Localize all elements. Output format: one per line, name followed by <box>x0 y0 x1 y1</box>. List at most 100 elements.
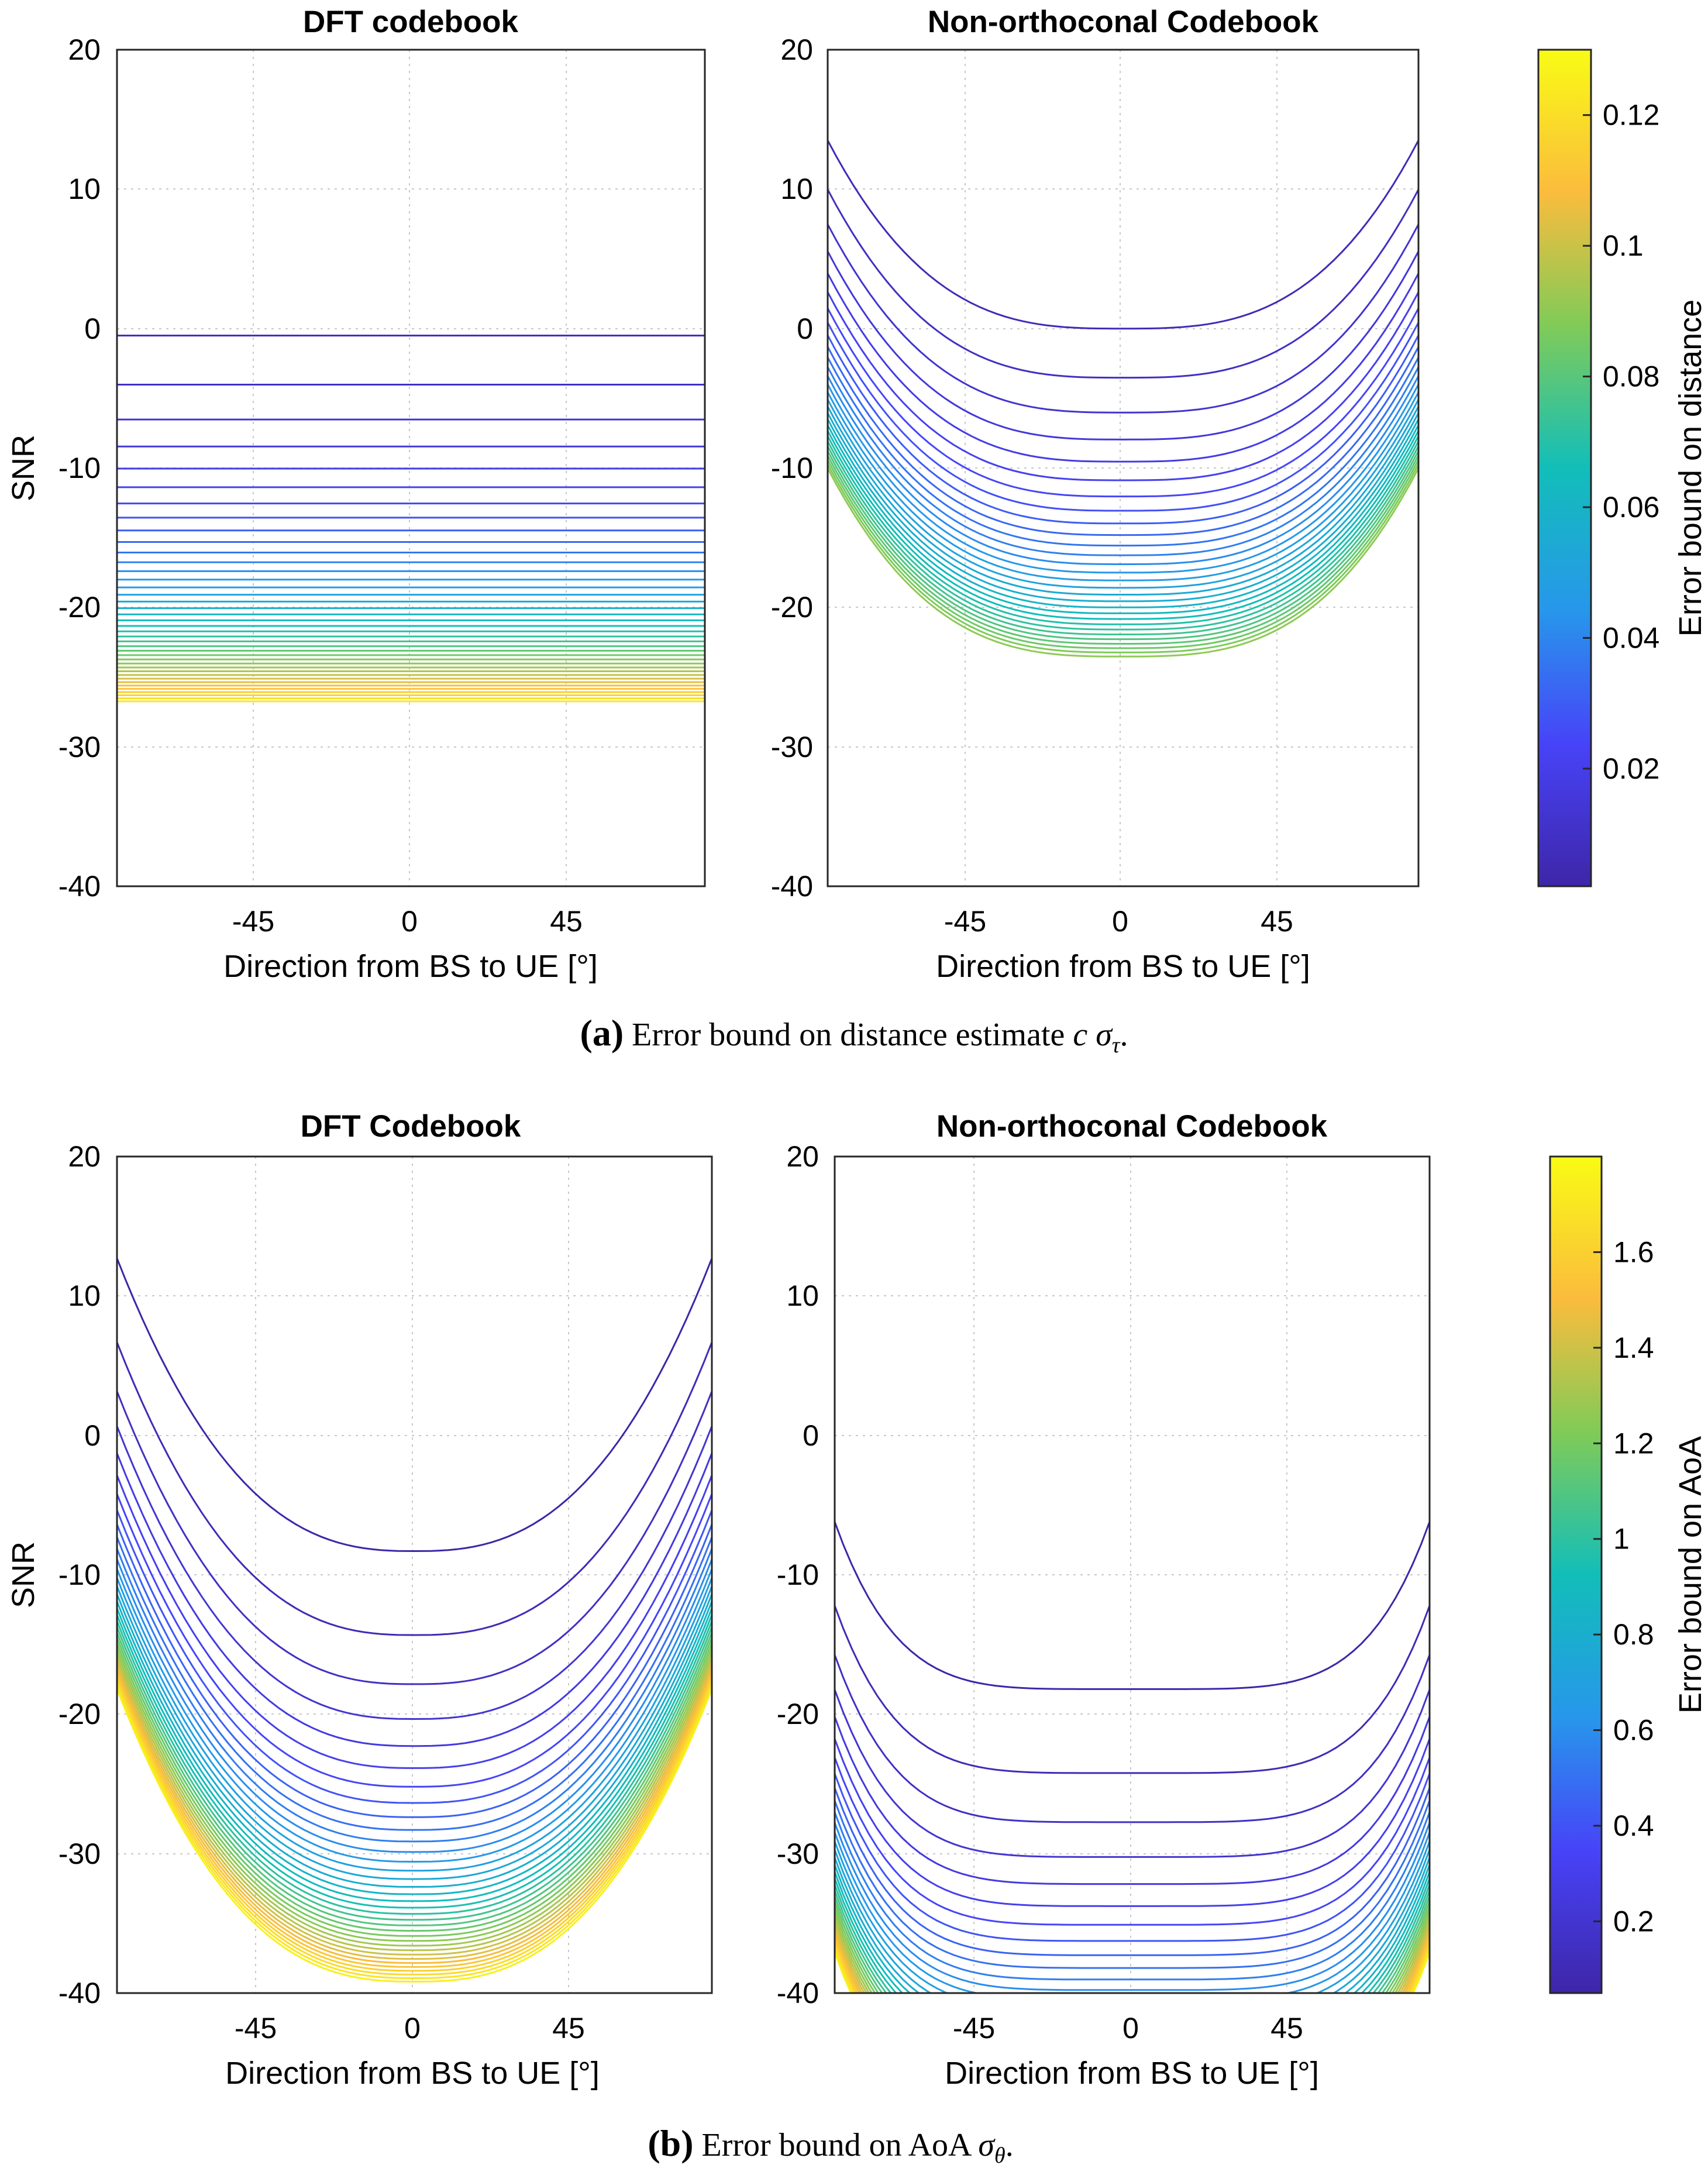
chart-title: DFT Codebook <box>301 1109 521 1144</box>
y-tick-label: 20 <box>68 1140 101 1173</box>
y-tick-label: 20 <box>68 33 101 66</box>
y-ticks: 20 10 0 -10 -20 -30 -40 <box>58 33 101 903</box>
colorbar-ticks: 0.02 0.04 0.06 0.08 0.1 0.12 <box>1583 99 1659 785</box>
colorbar-tick-label: 0.8 <box>1613 1618 1654 1651</box>
axes-box <box>827 49 1420 887</box>
colorbar-tick-label: 0.4 <box>1613 1809 1654 1842</box>
contour-line <box>835 1911 1430 1993</box>
contour-line <box>835 1849 1430 1993</box>
x-tick-label: 0 <box>1112 905 1128 938</box>
colorbar-label: Error bound on distance <box>1673 300 1708 636</box>
contour-lines <box>117 335 705 703</box>
contour-line <box>835 1738 1430 1907</box>
panel-a-dft: DFT codebook 20 10 0 -10 -20 -30 -40 -45… <box>6 5 706 984</box>
caption-subscript: θ <box>994 2143 1005 2168</box>
y-tick-label: -40 <box>771 870 813 903</box>
gridlines <box>117 50 705 886</box>
contour-line <box>117 1626 712 1921</box>
contour-line <box>828 291 1418 481</box>
x-tick-label: 0 <box>404 2012 421 2045</box>
contour-line <box>828 418 1418 608</box>
contour-line <box>117 1688 712 1983</box>
x-tick-label: 45 <box>552 2012 585 2045</box>
contour-line <box>117 1509 712 1804</box>
colorbar-a: 0.02 0.04 0.06 0.08 0.1 0.12 Error bound on d… <box>1537 49 1708 887</box>
contour-line <box>835 1757 1430 1926</box>
y-tick-label: -10 <box>777 1558 819 1591</box>
contour-line <box>117 1453 712 1747</box>
caption-text: Error bound on AoA <box>694 2127 979 2163</box>
contour-line <box>117 1493 712 1788</box>
chart-title: Non-orthoconal Codebook <box>936 1109 1328 1144</box>
colorbar-tick-label: 0.6 <box>1613 1714 1654 1747</box>
colorbar-tick-label: 0.12 <box>1603 99 1659 132</box>
contour-line <box>835 1812 1430 1981</box>
contour-line <box>117 1677 712 1972</box>
y-tick-label: 0 <box>797 312 813 345</box>
x-tick-label: 0 <box>1122 2012 1139 2045</box>
colorbar-tick-label: 0.08 <box>1603 360 1659 393</box>
colorbar-gradient <box>1549 1155 1603 1994</box>
x-ticks: -45 0 45 <box>232 905 583 938</box>
caption-math: c σ <box>1073 1017 1113 1053</box>
contour-line <box>835 1521 1430 1690</box>
contour-line <box>828 335 1418 525</box>
panel-b-non: Non-orthoconal Codebook 20 10 0 -10 -20 … <box>777 1109 1431 2091</box>
contour-line <box>117 1685 712 1980</box>
contour-line <box>828 273 1418 463</box>
y-tick-label: -10 <box>771 452 813 484</box>
contour-line <box>828 391 1418 581</box>
contour-line <box>828 223 1418 414</box>
y-tick-label: -20 <box>58 1698 101 1730</box>
colorbar-tick-label: 0.04 <box>1603 621 1659 654</box>
contour-line <box>835 1841 1430 1993</box>
x-tick-label: 45 <box>1270 2012 1303 2045</box>
contour-line <box>828 346 1418 536</box>
contour-line <box>828 189 1418 379</box>
contour-lines <box>835 1521 1430 1993</box>
contour-line <box>117 1681 712 1976</box>
contour-line <box>835 1800 1430 1969</box>
axes-box <box>116 1155 713 1994</box>
contour-line <box>117 1341 712 1636</box>
contour-line <box>835 1773 1430 1942</box>
contour-line <box>828 322 1418 512</box>
y-tick-label: 10 <box>786 1279 819 1312</box>
x-axis-label: Direction from BS to UE [°] <box>223 949 598 984</box>
x-ticks: -45 0 45 <box>944 905 1293 938</box>
contour-line <box>828 412 1418 603</box>
y-ticks: 20 10 0 -10 -20 -30 -40 <box>771 33 813 903</box>
y-tick-label: 10 <box>780 173 813 205</box>
chart-title: Non-orthoconal Codebook <box>928 5 1319 39</box>
contour-line <box>117 1652 712 1947</box>
contour-line <box>117 1608 712 1902</box>
contour-line <box>828 450 1418 641</box>
caption-label: (a) <box>580 1012 624 1054</box>
axes-box <box>116 49 706 887</box>
contour-line <box>117 1475 712 1769</box>
x-tick-label: -45 <box>944 905 986 938</box>
contour-line <box>828 250 1418 440</box>
contour-line <box>835 1654 1430 1823</box>
gridlines <box>117 1157 712 1993</box>
x-tick-label: 45 <box>550 905 583 938</box>
colorbar-label: Error bound on AoA <box>1673 1436 1708 1713</box>
y-tick-label: 10 <box>68 173 101 205</box>
contour-line <box>828 384 1418 574</box>
colorbar-gradient <box>1537 49 1592 887</box>
panel-b-dft: DFT Codebook 20 10 0 -10 -20 -30 -40 -45… <box>6 1109 713 2091</box>
contour-line <box>117 1577 712 1872</box>
contour-line <box>117 1568 712 1863</box>
contour-line <box>117 1670 712 1964</box>
y-tick-label: -30 <box>58 1837 101 1870</box>
y-tick-label: -30 <box>771 731 813 763</box>
contour-line <box>828 446 1418 635</box>
chart-title: DFT codebook <box>303 5 519 39</box>
y-tick-label: -20 <box>771 591 813 624</box>
x-ticks: -45 0 45 <box>235 2012 585 2045</box>
contour-line <box>117 1674 712 1968</box>
contour-line <box>828 424 1418 614</box>
y-tick-label: -20 <box>777 1698 819 1730</box>
colorbar-b: 0.2 0.4 0.6 0.8 1 1.2 1.4 1.6 Error bound on Ao… <box>1549 1155 1708 1994</box>
